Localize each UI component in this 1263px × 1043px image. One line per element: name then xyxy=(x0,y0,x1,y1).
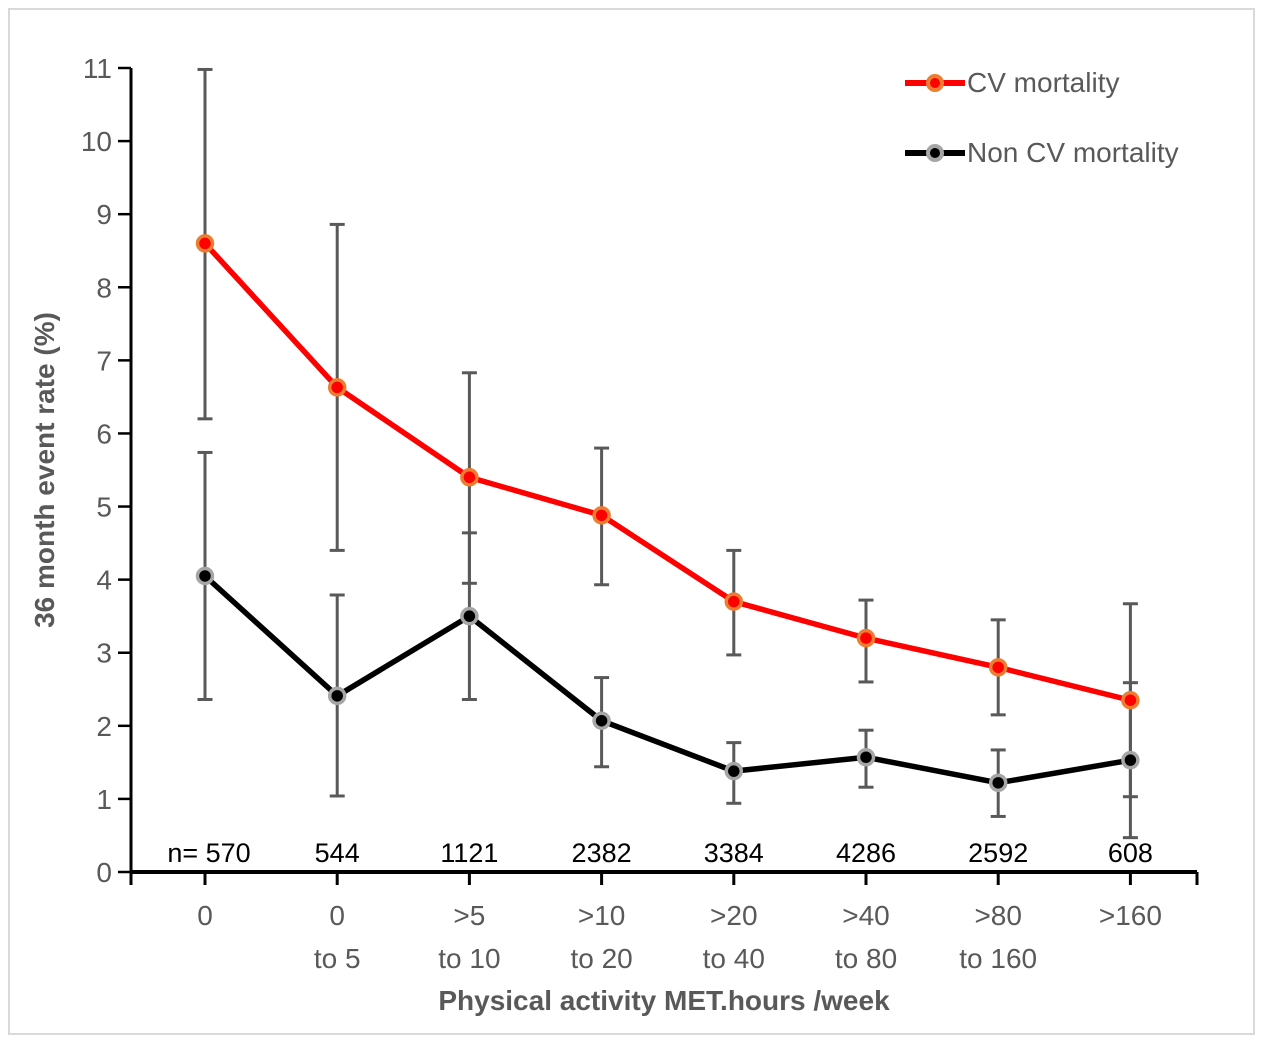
x-category-label: 0 xyxy=(329,900,345,931)
y-axis-tick-label: 1 xyxy=(96,784,112,815)
data-point-marker xyxy=(195,566,215,586)
x-category-label: to 5 xyxy=(314,943,361,974)
n-count-label: 544 xyxy=(315,838,360,868)
data-point-marker xyxy=(988,658,1008,677)
data-point-marker xyxy=(460,606,479,626)
data-point-marker xyxy=(327,378,347,397)
x-category-label: to 10 xyxy=(438,943,500,974)
data-point-marker xyxy=(460,468,479,487)
n-count-label: 1121 xyxy=(440,838,498,868)
data-point-marker xyxy=(592,506,611,525)
series-line-cv-mortality xyxy=(202,240,1134,703)
legend-label-cv-mortality: CV mortality xyxy=(967,67,1120,98)
x-category-label: to 40 xyxy=(703,943,765,974)
data-point-marker xyxy=(724,761,744,781)
y-axis-tick-label: 4 xyxy=(96,565,112,596)
n-count-label: 2592 xyxy=(968,838,1028,868)
x-category-label: >40 xyxy=(842,900,890,931)
data-point-marker xyxy=(327,686,347,706)
data-point-marker xyxy=(988,773,1008,793)
data-point-marker xyxy=(724,592,744,611)
y-axis-tick-label: 5 xyxy=(96,492,112,523)
legend-item-non-cv-mortality: Non CV mortality xyxy=(903,137,1179,168)
y-axis-title: 36 month event rate (%) xyxy=(29,312,60,628)
x-category-label: to 20 xyxy=(570,943,632,974)
x-category-label: >160 xyxy=(1099,900,1162,931)
x-axis-title: Physical activity MET.hours /week xyxy=(438,985,890,1016)
y-axis-tick-label: 3 xyxy=(96,638,112,669)
x-category-label: to 160 xyxy=(959,943,1037,974)
n-count-label: 3384 xyxy=(704,838,764,868)
n-count-label: n= 570 xyxy=(167,838,250,868)
x-category-label: 0 xyxy=(197,900,213,931)
y-axis-tick-label: 0 xyxy=(96,857,112,888)
n-count-label: 608 xyxy=(1108,838,1153,868)
y-axis-tick-label: 7 xyxy=(96,345,112,376)
x-category-label: >5 xyxy=(453,900,485,931)
non-cv-mortality-line-marker-icon xyxy=(905,144,965,162)
x-category-label: to 80 xyxy=(835,943,897,974)
legend-item-cv-mortality: CV mortality xyxy=(903,67,1179,98)
data-point-marker xyxy=(1121,750,1140,770)
x-category-label: >80 xyxy=(974,900,1022,931)
y-axis-tick-label: 10 xyxy=(81,126,112,157)
cv-mortality-line-marker-icon xyxy=(905,74,965,92)
data-point-marker xyxy=(1121,690,1140,710)
x-category-label: >20 xyxy=(710,900,758,931)
y-axis-tick-label: 6 xyxy=(96,418,112,449)
data-point-marker xyxy=(195,234,215,253)
x-category-label: >10 xyxy=(578,900,626,931)
y-axis-tick-label: 9 xyxy=(96,199,112,230)
data-point-marker xyxy=(856,747,876,767)
y-axis-tick-label: 11 xyxy=(83,53,112,84)
data-point-marker xyxy=(856,628,876,648)
series-line-non-cv-mortality xyxy=(202,573,1134,786)
y-axis-tick-label: 8 xyxy=(96,272,112,303)
n-count-label: 4286 xyxy=(836,838,896,868)
y-axis-tick-label: 2 xyxy=(96,711,112,742)
n-count-label: 2382 xyxy=(572,838,632,868)
legend-label-non-cv-mortality: Non CV mortality xyxy=(967,137,1179,168)
data-point-marker xyxy=(592,711,611,730)
legend: CV mortality Non CV mortality xyxy=(903,67,1179,168)
